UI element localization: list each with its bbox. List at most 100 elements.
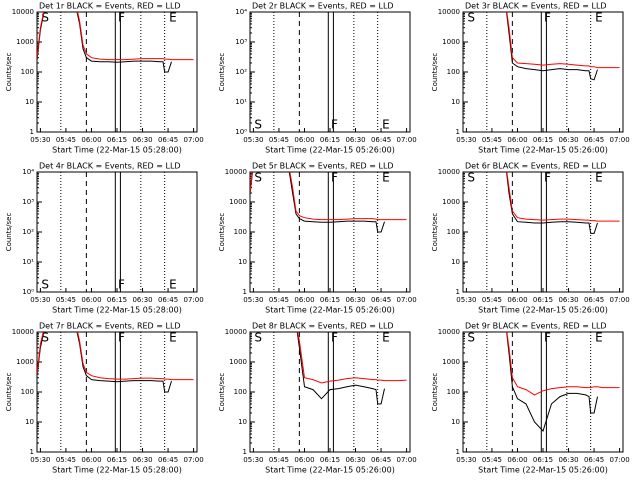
- x-tick-label: 07:00: [184, 136, 204, 144]
- x-tick-label: 06:45: [371, 296, 391, 304]
- x-tick-label: 06:45: [584, 136, 604, 144]
- y-tick-label: 10000: [438, 8, 460, 16]
- x-tick-label: 05:45: [56, 456, 76, 464]
- x-tick-label: 06:30: [132, 296, 152, 304]
- x-axis-label: Start Time (22-Mar-15 05:26:00): [265, 466, 395, 475]
- chart-title: Det 7r BLACK = Events, RED = LLD: [39, 322, 181, 331]
- x-axis-label: Start Time (22-Mar-15 05:26:00): [265, 146, 395, 155]
- y-axis-label: Counts/sec: [5, 53, 13, 92]
- x-tick-label: 07:00: [610, 296, 630, 304]
- series-line: [37, 12, 194, 61]
- y-tick-label: 100: [234, 388, 247, 396]
- annotation: F: [544, 11, 551, 25]
- annotation: E: [169, 11, 177, 25]
- y-tick-label: 10¹: [22, 258, 34, 266]
- annotation: S: [254, 171, 262, 185]
- annotation: S: [254, 118, 262, 132]
- y-axis-label: Counts/sec: [218, 373, 226, 412]
- series-line: [37, 12, 172, 73]
- x-tick-label: 05:30: [243, 456, 263, 464]
- x-tick-label: 05:30: [243, 136, 263, 144]
- x-tick-label: 06:45: [158, 136, 178, 144]
- y-tick-label: 10⁴: [235, 8, 247, 16]
- annotation: E: [382, 331, 390, 345]
- y-tick-label: 10: [451, 258, 460, 266]
- y-tick-label: 1: [30, 448, 34, 456]
- x-tick-label: 07:00: [610, 136, 630, 144]
- x-tick-label: 05:30: [456, 456, 476, 464]
- x-tick-label: 05:45: [56, 296, 76, 304]
- x-tick-label: 05:30: [30, 136, 50, 144]
- chart-title: Det 5r BLACK = Events, RED = LLD: [252, 162, 394, 171]
- y-tick-label: 1000: [16, 358, 34, 366]
- y-tick-label: 10³: [22, 198, 34, 206]
- x-tick-label: 07:00: [184, 296, 204, 304]
- x-tick-label: 06:15: [107, 296, 127, 304]
- y-tick-label: 10⁴: [22, 168, 34, 176]
- y-tick-label: 10: [25, 418, 34, 426]
- x-axis-label: Start Time (22-Mar-15 05:26:00): [478, 306, 608, 315]
- series-line: [37, 332, 194, 381]
- annotation: F: [331, 171, 338, 185]
- y-tick-label: 1: [243, 288, 247, 296]
- series-line: [250, 172, 385, 233]
- chart-title: Det 4r BLACK = Events, RED = LLD: [39, 162, 181, 171]
- annotation: E: [169, 278, 177, 292]
- x-tick-label: 06:00: [294, 296, 314, 304]
- x-tick-label: 06:15: [533, 136, 553, 144]
- x-tick-label: 06:00: [507, 296, 527, 304]
- y-tick-label: 10000: [438, 328, 460, 336]
- y-tick-label: 10²: [22, 228, 34, 236]
- y-axis-label: Counts/sec: [218, 53, 226, 92]
- y-axis-label: Counts/sec: [431, 53, 439, 92]
- series-line: [296, 332, 385, 405]
- x-tick-label: 05:45: [269, 296, 289, 304]
- x-tick-label: 06:00: [81, 296, 101, 304]
- x-tick-label: 06:15: [320, 296, 340, 304]
- x-tick-label: 05:45: [269, 456, 289, 464]
- y-tick-label: 10¹: [235, 98, 247, 106]
- y-tick-label: 1000: [229, 358, 247, 366]
- x-tick-label: 05:30: [30, 456, 50, 464]
- annotation: S: [467, 11, 475, 25]
- y-axis-label: Counts/sec: [431, 213, 439, 252]
- y-tick-label: 10: [451, 98, 460, 106]
- y-tick-label: 100: [447, 228, 460, 236]
- x-tick-label: 07:00: [610, 456, 630, 464]
- x-tick-label: 06:45: [584, 296, 604, 304]
- x-tick-label: 05:30: [456, 136, 476, 144]
- x-tick-label: 06:30: [558, 136, 578, 144]
- y-tick-label: 10: [451, 418, 460, 426]
- y-tick-label: 10²: [235, 68, 247, 76]
- y-tick-label: 1000: [442, 358, 460, 366]
- y-tick-label: 1000: [442, 38, 460, 46]
- y-axis-label: Counts/sec: [5, 373, 13, 412]
- annotation: F: [118, 278, 125, 292]
- x-tick-label: 07:00: [397, 296, 417, 304]
- series-line: [250, 172, 407, 221]
- x-tick-label: 05:45: [56, 136, 76, 144]
- x-tick-label: 05:45: [269, 136, 289, 144]
- x-tick-label: 06:00: [507, 456, 527, 464]
- x-tick-label: 06:45: [158, 296, 178, 304]
- y-tick-label: 1: [243, 448, 247, 456]
- x-tick-label: 06:00: [294, 456, 314, 464]
- x-tick-label: 06:15: [533, 296, 553, 304]
- annotation: E: [382, 118, 390, 132]
- x-tick-label: 06:15: [107, 136, 127, 144]
- y-tick-label: 10000: [225, 328, 247, 336]
- chart-title: Det 9r BLACK = Events, RED = LLD: [465, 322, 607, 331]
- series-line: [506, 12, 620, 69]
- y-tick-label: 100: [447, 68, 460, 76]
- y-tick-label: 10000: [438, 168, 460, 176]
- x-axis-label: Start Time (22-Mar-15 05:28:00): [52, 466, 182, 475]
- y-tick-label: 10: [238, 418, 247, 426]
- x-tick-label: 06:30: [558, 456, 578, 464]
- series-line: [506, 12, 598, 81]
- y-axis-label: Counts/sec: [5, 213, 13, 252]
- series-line: [297, 332, 407, 384]
- annotation: F: [118, 331, 125, 345]
- annotation: F: [544, 171, 551, 185]
- series-line: [506, 332, 620, 396]
